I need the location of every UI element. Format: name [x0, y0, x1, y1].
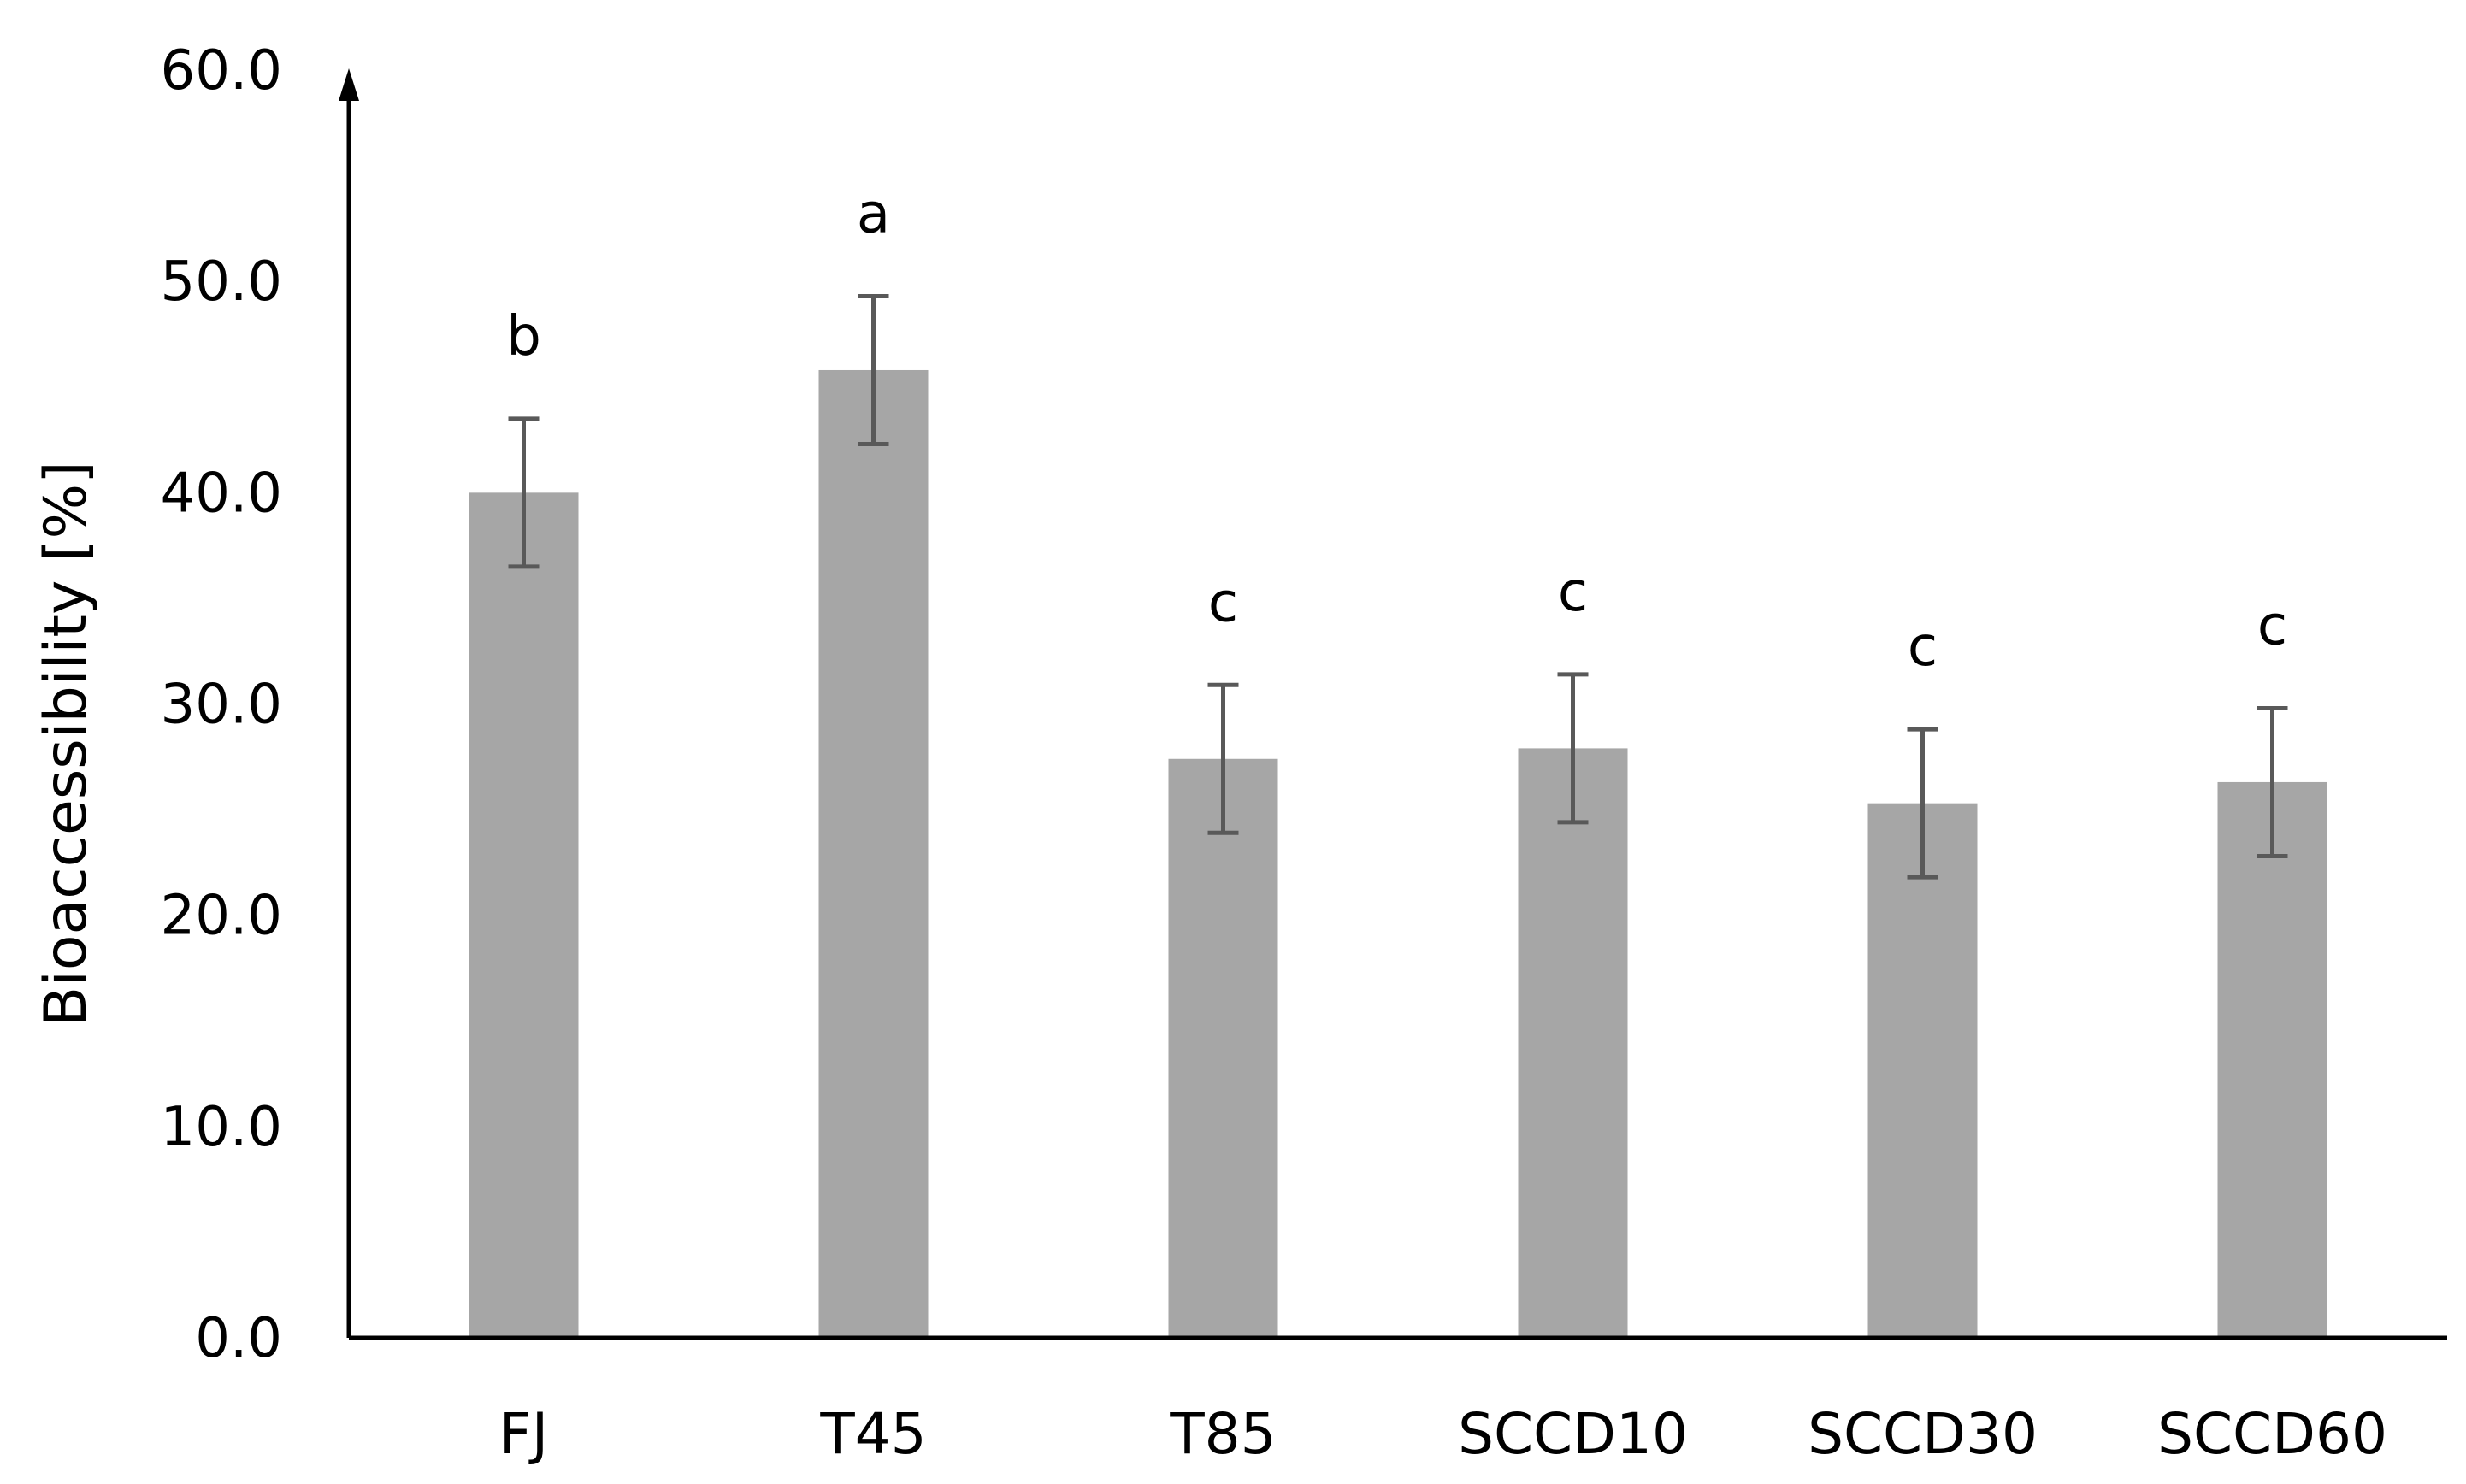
x-tick-label-t85: T85 — [1169, 1401, 1276, 1467]
significance-label-sccd30: c — [1908, 615, 1938, 679]
y-axis-title: Bioaccessibility [%] — [32, 461, 100, 1026]
y-axis-ticks: 0.0 10.0 20.0 30.0 40.0 50.0 60.0 — [161, 39, 283, 1370]
y-tick-label: 50.0 — [161, 250, 283, 314]
significance-label-t85: c — [1208, 571, 1238, 634]
y-tick-label: 10.0 — [161, 1096, 283, 1159]
error-bars — [508, 293, 2288, 880]
error-bar-sccd30 — [1907, 727, 1938, 880]
error-bar-sccd60 — [2257, 705, 2288, 858]
bar-t45 — [818, 369, 929, 1338]
x-tick-label-sccd10: SCCD10 — [1458, 1401, 1688, 1467]
error-bar-t85 — [1207, 682, 1239, 835]
y-axis-arrow — [339, 68, 359, 101]
y-tick-label: 40.0 — [161, 462, 283, 525]
y-tick-label: 60.0 — [161, 39, 283, 103]
bar-t85 — [1168, 758, 1278, 1338]
error-bar-sccd10 — [1557, 672, 1589, 825]
error-bar-fj — [508, 416, 540, 569]
x-tick-label-t45: T45 — [819, 1401, 926, 1467]
bar-fj — [469, 492, 579, 1338]
significance-labels: b a c c c c — [506, 182, 2287, 679]
bar-sccd60 — [2217, 781, 2327, 1338]
bar-sccd30 — [1867, 803, 1978, 1338]
significance-label-sccd10: c — [1558, 561, 1588, 624]
bars — [469, 369, 2327, 1338]
x-tick-label-fj: FJ — [499, 1401, 548, 1467]
significance-label-sccd60: c — [2257, 594, 2287, 657]
bar-sccd10 — [1518, 748, 1628, 1338]
x-tick-label-sccd30: SCCD30 — [1808, 1401, 2038, 1467]
x-axis-labels: FJ T45 T85 SCCD10 SCCD30 SCCD60 — [499, 1401, 2387, 1467]
significance-label-t45: a — [857, 182, 890, 245]
y-tick-label: 30.0 — [161, 674, 283, 737]
y-tick-label: 0.0 — [195, 1307, 282, 1370]
y-tick-label: 20.0 — [161, 885, 283, 948]
error-bar-t45 — [858, 293, 889, 446]
significance-label-fj: b — [506, 305, 541, 368]
x-tick-label-sccd60: SCCD60 — [2157, 1401, 2387, 1467]
